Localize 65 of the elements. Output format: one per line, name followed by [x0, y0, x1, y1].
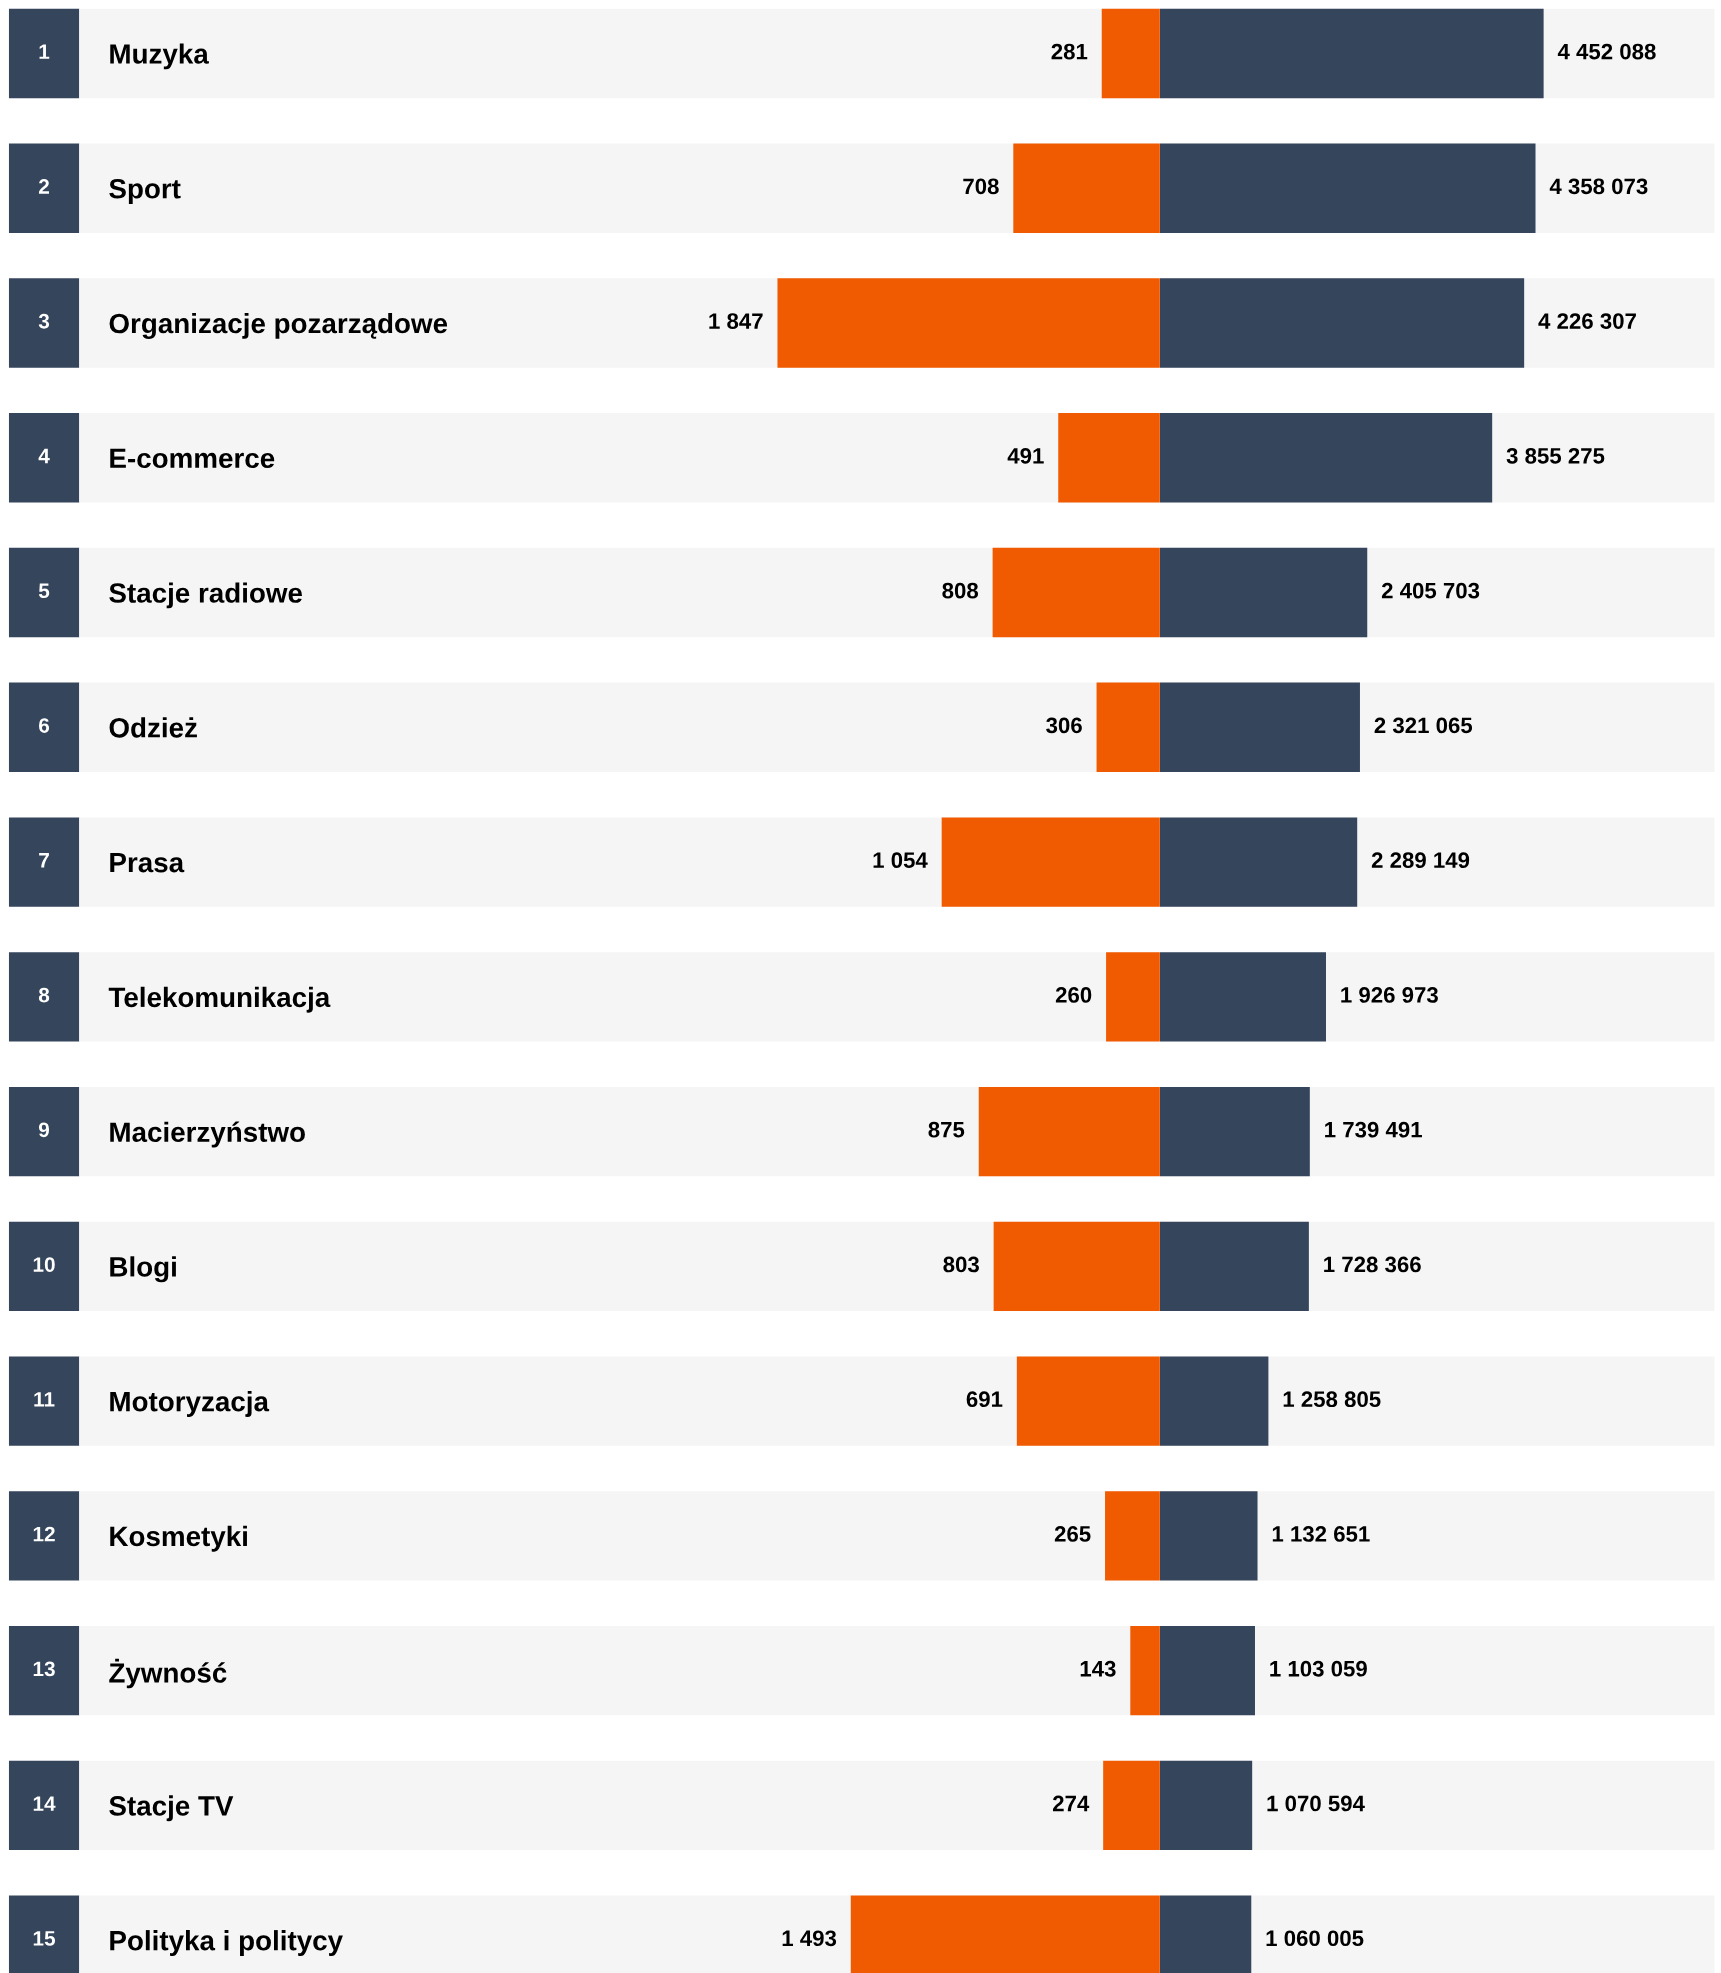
data-label: 1 926 973	[1341, 987, 1438, 1003]
text: 10	[33, 1257, 55, 1272]
data-label: 1 132 651	[1272, 1526, 1370, 1542]
data-label: 1 060 005	[1266, 1930, 1364, 1947]
data-label: 274	[1052, 1795, 1090, 1812]
y-tick-label: Telekomunikacja	[108, 986, 331, 1013]
y-tick-label: Macierzyństwo	[110, 1121, 305, 1148]
data-label: 491	[1007, 448, 1044, 464]
data-label: 4 226 307	[1538, 313, 1636, 329]
y-tick-label: Motoryzacja	[110, 1391, 270, 1417]
text: 6	[39, 718, 50, 733]
data-label: 808	[942, 582, 979, 599]
y-tick-label: Sport	[109, 178, 181, 205]
y-tick-label: Muzyka	[110, 43, 209, 70]
data-label: 1 493	[782, 1930, 837, 1947]
y-tick-label: Odzież	[109, 717, 197, 738]
y-tick-label: Prasa	[110, 853, 185, 873]
data-label: 1 258 805	[1283, 1391, 1381, 1408]
data-label: 3 855 275	[1506, 448, 1605, 464]
text: 9	[38, 1122, 50, 1138]
data-label: 803	[943, 1256, 979, 1273]
text: 8	[38, 987, 50, 1003]
data-label: 260	[1055, 987, 1092, 1003]
y-tick-label: E-commerce	[110, 448, 275, 469]
y-tick-label: Stacje TV	[109, 1795, 234, 1822]
data-label: 875	[928, 1121, 965, 1138]
data-label: 708	[963, 178, 999, 195]
data-label: 691	[966, 1391, 1003, 1408]
bar	[1058, 413, 1160, 503]
y-tick-label: Organizacje pozarządowe	[109, 312, 448, 339]
y-tick-label: Kosmetyki	[110, 1525, 247, 1552]
data-label: 1 728 366	[1324, 1256, 1421, 1273]
y-tick-label: Polityka i politycy	[110, 1930, 343, 1956]
bar	[1130, 1625, 1160, 1716]
text: 4	[38, 448, 50, 464]
bar	[1101, 8, 1160, 99]
text: 12	[33, 1526, 55, 1542]
text: 13	[33, 1661, 55, 1677]
text: 15	[33, 1931, 56, 1946]
data-label: 143	[1080, 1660, 1116, 1677]
data-label: 4 358 073	[1549, 178, 1648, 195]
text: 7	[39, 853, 49, 868]
y-tick-label: Stacje radiowe	[109, 582, 302, 609]
data-label: 1 054	[873, 852, 928, 869]
bar	[1096, 682, 1160, 772]
data-label: 2 321 065	[1374, 717, 1473, 734]
data-label: 1 070 594	[1267, 1795, 1365, 1812]
data-label: 1 103 059	[1270, 1660, 1367, 1677]
data-label: 281	[1051, 43, 1088, 60]
text: 11	[34, 1392, 55, 1407]
text: 5	[38, 583, 50, 599]
bar	[1106, 952, 1160, 1042]
text: 3	[38, 313, 50, 329]
text: 1	[39, 44, 50, 59]
data-label: 2 405 703	[1381, 582, 1480, 599]
y-tick-label: Blogi	[110, 1256, 176, 1283]
data-label: 265	[1054, 1526, 1091, 1542]
text: 2	[38, 179, 49, 194]
y-tick-label: Żywność	[109, 1658, 227, 1689]
data-label: 306	[1046, 717, 1082, 734]
data-label: 1 847	[709, 313, 763, 329]
data-label: 2 289 149	[1371, 852, 1470, 869]
text: 14	[33, 1796, 56, 1811]
data-label: 1 739 491	[1325, 1121, 1422, 1138]
data-label: 4 452 088	[1557, 43, 1656, 60]
